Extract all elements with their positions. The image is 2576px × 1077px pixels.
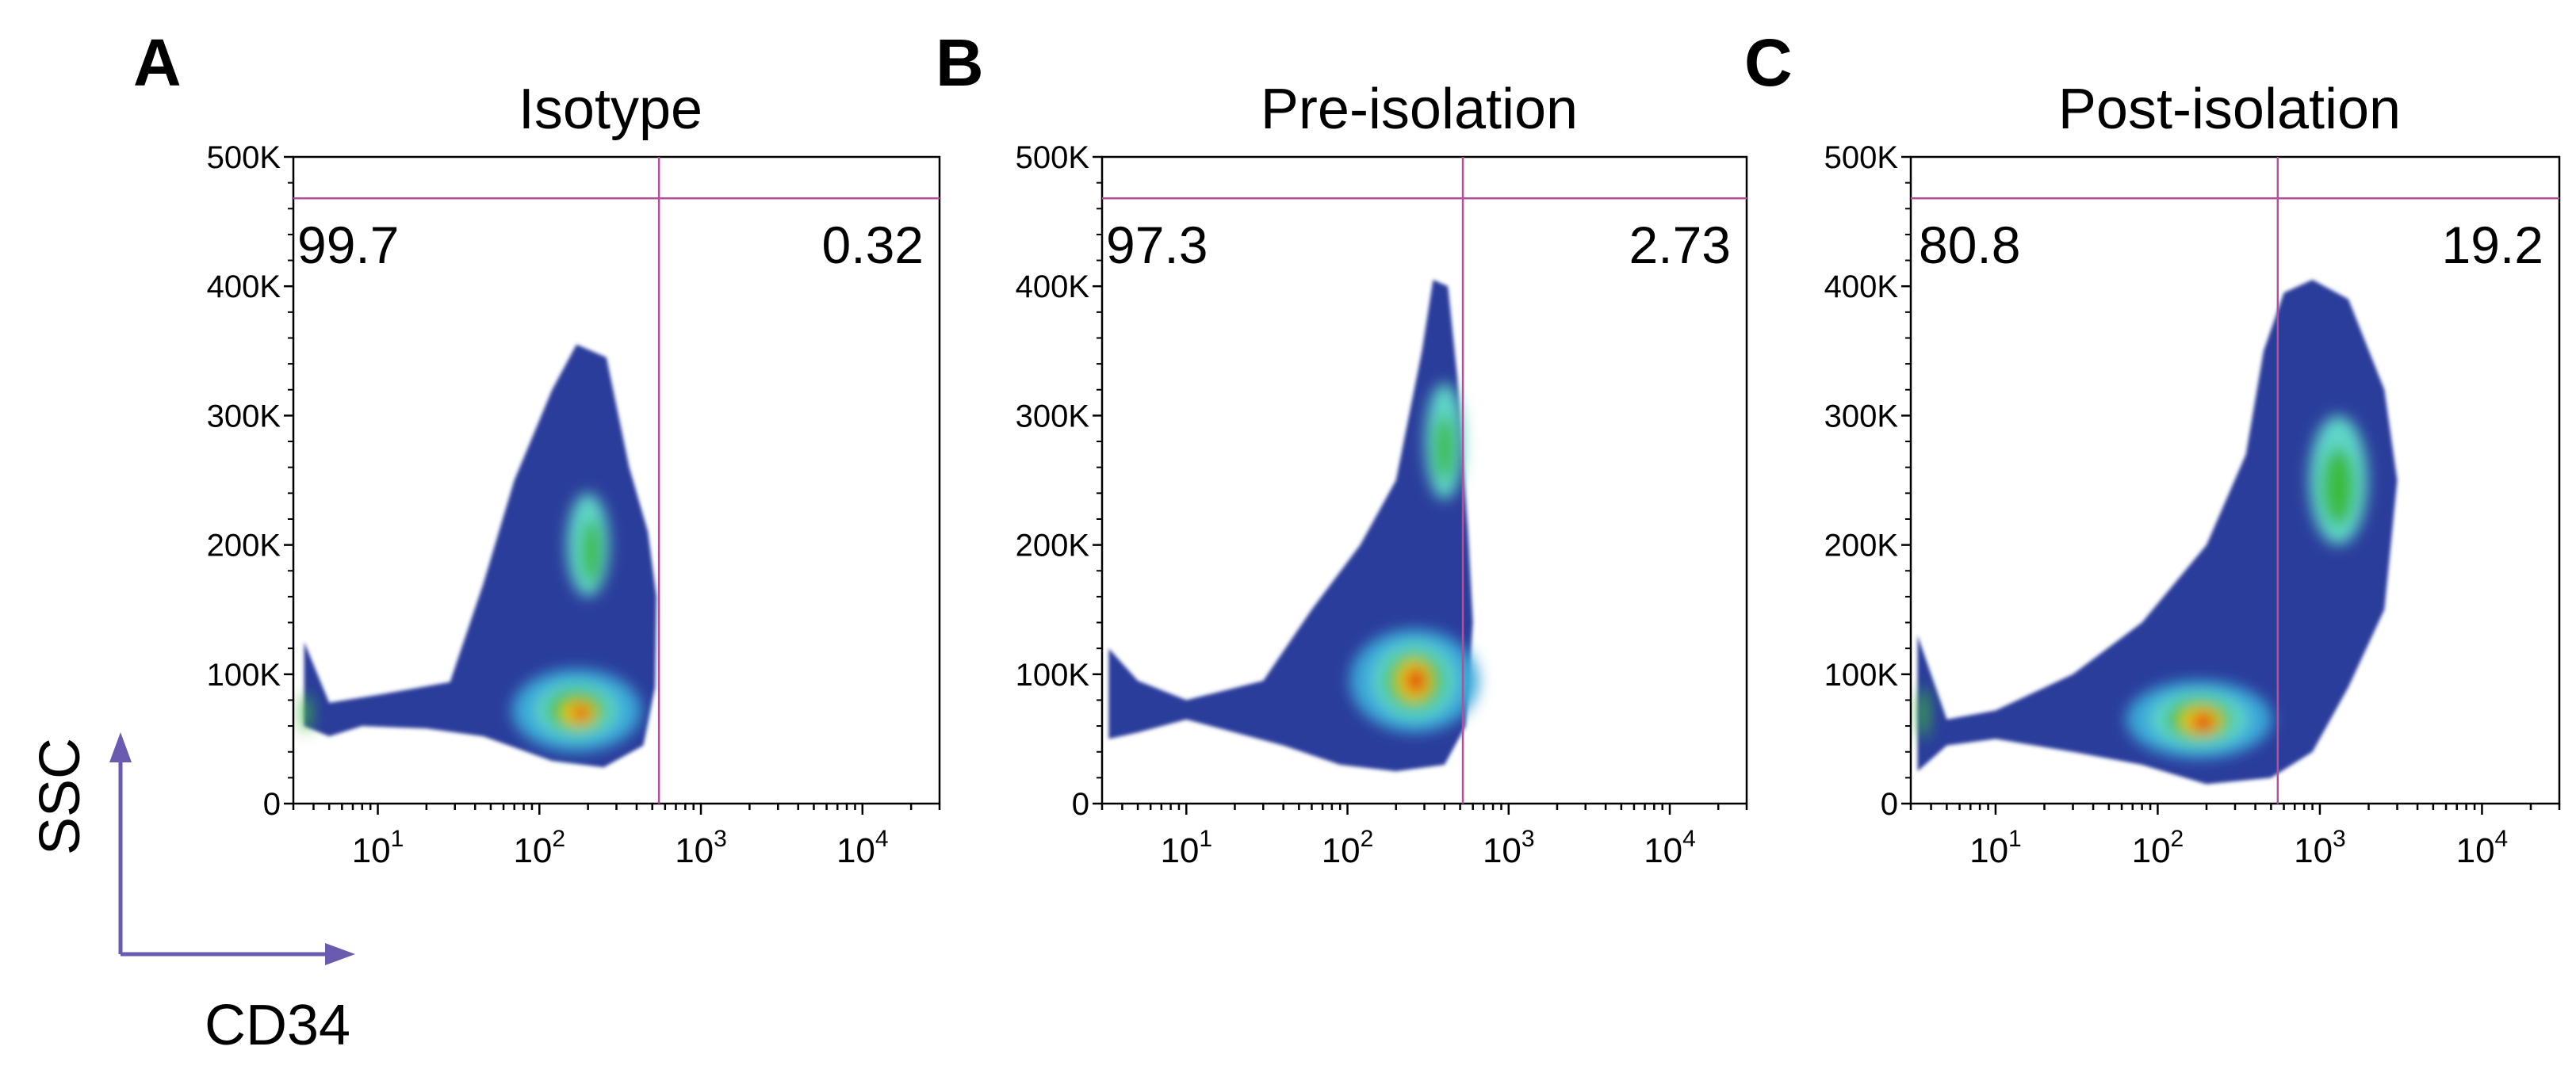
density-outline [304, 344, 656, 768]
axis-orientation-key: SSC CD34 [29, 732, 355, 1057]
panel-title: Post-isolation [2058, 78, 2401, 141]
quadrant-left-value: 99.7 [297, 216, 399, 274]
density-blob [1410, 670, 1424, 689]
axes: 0 100K 200K 300K 400K 500K 101 102 103 104 [1016, 140, 1748, 870]
y-tick-label: 400K [1824, 269, 1899, 304]
density-plot [1917, 280, 2398, 785]
panel-c: C Post-isolation 0 100K 200K 300K 400K 500K 10… [1744, 25, 2561, 870]
density-blob [581, 519, 602, 584]
axes: 0 100K 200K 300K 400K 500K 101 102 103 104 [1824, 140, 2561, 870]
quadrant-left-value: 97.3 [1106, 216, 1208, 274]
quadrant-gate [1911, 157, 2559, 804]
y-tick-label: 0 [1881, 787, 1898, 822]
x-tick-label: 102 [2132, 826, 2184, 870]
ssc-arrow-head [109, 732, 132, 762]
x-tick-label: 103 [2294, 826, 2346, 870]
panel-letter: B [936, 25, 984, 100]
panel-letter: C [1744, 25, 1793, 100]
quadrant-gate [1102, 157, 1747, 804]
density-plot [1108, 280, 1479, 772]
x-tick-label: 101 [1969, 826, 2022, 870]
y-tick-label: 100K [1016, 658, 1090, 693]
y-tick-label: 300K [1016, 399, 1090, 433]
quadrant-right-value: 19.2 [2442, 216, 2543, 274]
y-tick-label: 100K [1824, 658, 1899, 693]
y-tick-label: 400K [1016, 269, 1090, 304]
x-tick-label: 104 [1644, 826, 1696, 870]
y-tick-label: 500K [1824, 140, 1899, 175]
x-tick-label: 103 [1483, 826, 1535, 870]
panel-b: B Pre-isolation 0 100K 200K 300K 400K 500K 101… [936, 25, 1748, 870]
density-blob [1434, 415, 1455, 480]
quadrant-gate [293, 157, 940, 804]
quadrant-left-value: 80.8 [1919, 216, 2020, 274]
x-tick-label: 104 [836, 826, 889, 870]
y-axis-label: SSC [29, 738, 92, 855]
panel-a: A Isotype 0 100K 200K 300K 400K 500K 101 102 103… [133, 25, 941, 870]
density-blob [2198, 716, 2211, 729]
y-tick-label: 400K [207, 269, 281, 304]
panel-title: Isotype [519, 78, 702, 141]
y-tick-label: 300K [207, 399, 281, 433]
x-tick-label: 102 [1322, 826, 1374, 870]
density-blob [301, 693, 312, 733]
density-blob [1919, 687, 1929, 739]
density-blob [577, 708, 588, 719]
y-tick-label: 500K [207, 140, 281, 175]
y-tick-label: 100K [207, 658, 281, 693]
x-tick-label: 102 [513, 826, 565, 870]
y-tick-label: 0 [263, 787, 281, 822]
y-tick-label: 200K [207, 529, 281, 563]
quadrant-right-value: 2.73 [1629, 216, 1731, 274]
cd34-arrow-head [325, 943, 355, 965]
quadrant-right-value: 0.32 [822, 216, 924, 274]
x-tick-label: 101 [352, 826, 404, 870]
y-tick-label: 200K [1016, 529, 1090, 563]
x-tick-label: 104 [2456, 826, 2509, 870]
y-tick-label: 300K [1824, 399, 1899, 433]
y-tick-label: 500K [1016, 140, 1090, 175]
x-tick-label: 103 [675, 826, 727, 870]
y-tick-label: 200K [1824, 529, 1899, 563]
y-tick-label: 0 [1072, 787, 1089, 822]
panel-title: Pre-isolation [1261, 78, 1578, 141]
x-tick-label: 101 [1160, 826, 1212, 870]
panel-letter: A [133, 25, 182, 100]
axes: 0 100K 200K 300K 400K 500K 101 102 103 104 [207, 140, 941, 870]
density-blob [2321, 448, 2355, 526]
x-axis-label: CD34 [205, 994, 350, 1057]
density-plot [301, 344, 656, 768]
